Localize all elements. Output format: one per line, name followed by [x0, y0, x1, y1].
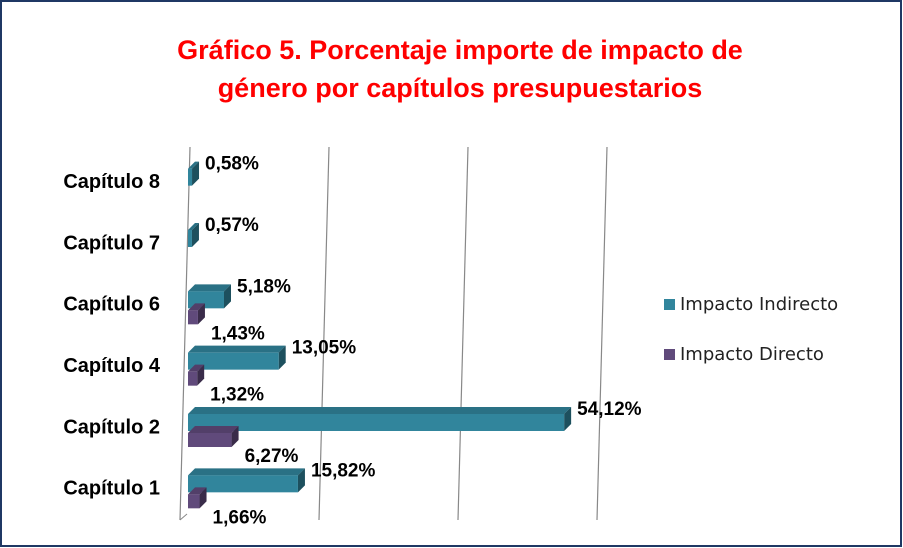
y-tick-label: Capítulo 8 — [63, 171, 160, 193]
bar-top — [188, 345, 286, 353]
bar-side — [191, 223, 199, 247]
legend-swatch — [664, 299, 675, 310]
bar — [188, 230, 192, 247]
bar-side — [564, 407, 572, 431]
bar-top — [188, 303, 205, 311]
bar-top — [188, 223, 199, 230]
bar-top — [188, 161, 200, 169]
bar-side — [197, 364, 205, 386]
value-label: 5,18% — [237, 276, 291, 297]
bar-top — [188, 426, 239, 433]
value-label: 1,66% — [213, 507, 267, 528]
value-label: 13,05% — [292, 338, 357, 359]
bar — [188, 352, 279, 370]
floor-edge — [179, 513, 188, 521]
bar-side — [199, 487, 207, 509]
bar — [188, 371, 198, 386]
value-label: 6,27% — [245, 446, 299, 467]
bar — [188, 168, 193, 186]
chart-title: Gráfico 5. Porcentaje importe de impacto… — [177, 35, 743, 65]
bar-top — [188, 284, 232, 292]
bar-top — [188, 468, 305, 476]
bar-side — [224, 284, 232, 309]
legend-label: Impacto Directo — [680, 344, 824, 365]
bar — [188, 414, 565, 431]
y-tick-label: Capítulo 4 — [63, 355, 161, 377]
bar — [188, 494, 200, 509]
bar — [188, 310, 198, 325]
bar-top — [188, 364, 205, 372]
chart-title: género por capítulos presupuestarios — [218, 73, 703, 103]
bar — [188, 475, 298, 493]
y-tick-label: Capítulo 6 — [63, 294, 160, 316]
bar-side — [278, 345, 286, 370]
value-label: 1,43% — [211, 323, 265, 344]
bar-side — [197, 303, 205, 325]
value-label: 0,57% — [205, 215, 259, 236]
grid-line — [596, 146, 608, 521]
bar-side — [192, 161, 200, 186]
grid-line — [179, 146, 191, 521]
bar-top — [188, 487, 207, 495]
y-tick-label: Capítulo 2 — [63, 416, 160, 438]
value-label: 0,58% — [205, 154, 259, 175]
grid-line — [457, 146, 469, 521]
value-label: 15,82% — [311, 460, 376, 481]
bar-side — [231, 426, 239, 447]
value-label: 54,12% — [577, 399, 642, 420]
legend-swatch — [664, 349, 675, 360]
value-label: 1,32% — [210, 385, 264, 406]
y-tick-label: Capítulo 7 — [63, 232, 160, 254]
bar-top — [188, 407, 572, 414]
bar — [188, 433, 232, 447]
grid-line — [318, 146, 330, 521]
legend-label: Impacto Indirecto — [680, 294, 838, 315]
y-tick-label: Capítulo 1 — [63, 478, 160, 500]
bar-side — [297, 468, 305, 493]
